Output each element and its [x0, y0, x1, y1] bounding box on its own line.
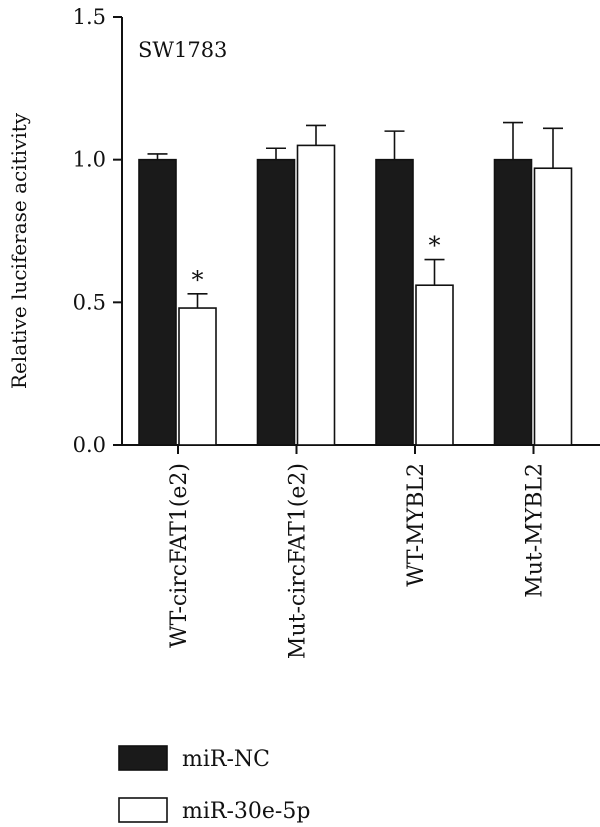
significance-mark: *	[429, 232, 441, 260]
legend-swatch	[118, 745, 168, 771]
bar	[256, 158, 296, 446]
bar	[138, 158, 177, 446]
legend-label: miR-30e-5p	[182, 799, 310, 824]
y-tick-label: 1.0	[73, 148, 106, 172]
y-tick-label: 1.5	[73, 5, 106, 29]
legend-label: miR-NC	[182, 747, 270, 772]
x-category-label: WT-MYBL2	[404, 463, 429, 587]
bar	[375, 158, 414, 446]
legend: miR-NC miR-30e-5p	[118, 745, 310, 824]
x-category-label: WT-circFAT1(e2)	[167, 463, 192, 648]
chart-labels: Relative luciferase acitivity SW1783 WT-…	[7, 38, 548, 659]
bar	[533, 167, 573, 446]
bar	[296, 144, 336, 446]
panel-label: SW1783	[138, 38, 227, 62]
x-category-label: Mut-MYBL2	[523, 463, 548, 598]
y-tick-label: 0.5	[73, 290, 106, 314]
x-category-label: Mut-circFAT1(e2)	[286, 463, 311, 659]
significance-mark: *	[192, 266, 204, 294]
y-tick-label: 0.0	[73, 433, 106, 457]
y-axis-label: Relative luciferase acitivity	[7, 112, 31, 389]
chart-bars	[138, 121, 573, 446]
bar	[415, 284, 454, 446]
bar	[178, 307, 217, 446]
bar	[493, 158, 533, 446]
legend-swatch	[118, 797, 168, 823]
